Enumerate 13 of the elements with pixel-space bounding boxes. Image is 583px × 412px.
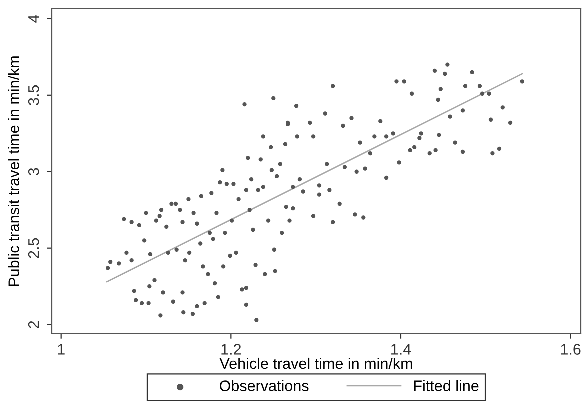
x-tick-label: 1.2 [222, 344, 242, 355]
x-tick-label: 1.6 [561, 344, 581, 355]
y-tick-label: 2 [28, 321, 40, 328]
y-axis-title: Public transit travel time in min/km [8, 56, 20, 286]
y-tick-label: 4 [28, 15, 40, 23]
x-tick-label: 1 [58, 344, 65, 355]
y-tick-label: 2.5 [28, 238, 40, 258]
y-tick-label: 3 [28, 168, 40, 176]
x-axis-title: Vehicle travel time in min/km [220, 358, 412, 370]
x-tick-label: 1.4 [392, 344, 412, 355]
legend-label: Observations [220, 380, 309, 392]
y-tick-label: 3.5 [28, 85, 40, 106]
legend-label: Fitted line [414, 380, 479, 392]
